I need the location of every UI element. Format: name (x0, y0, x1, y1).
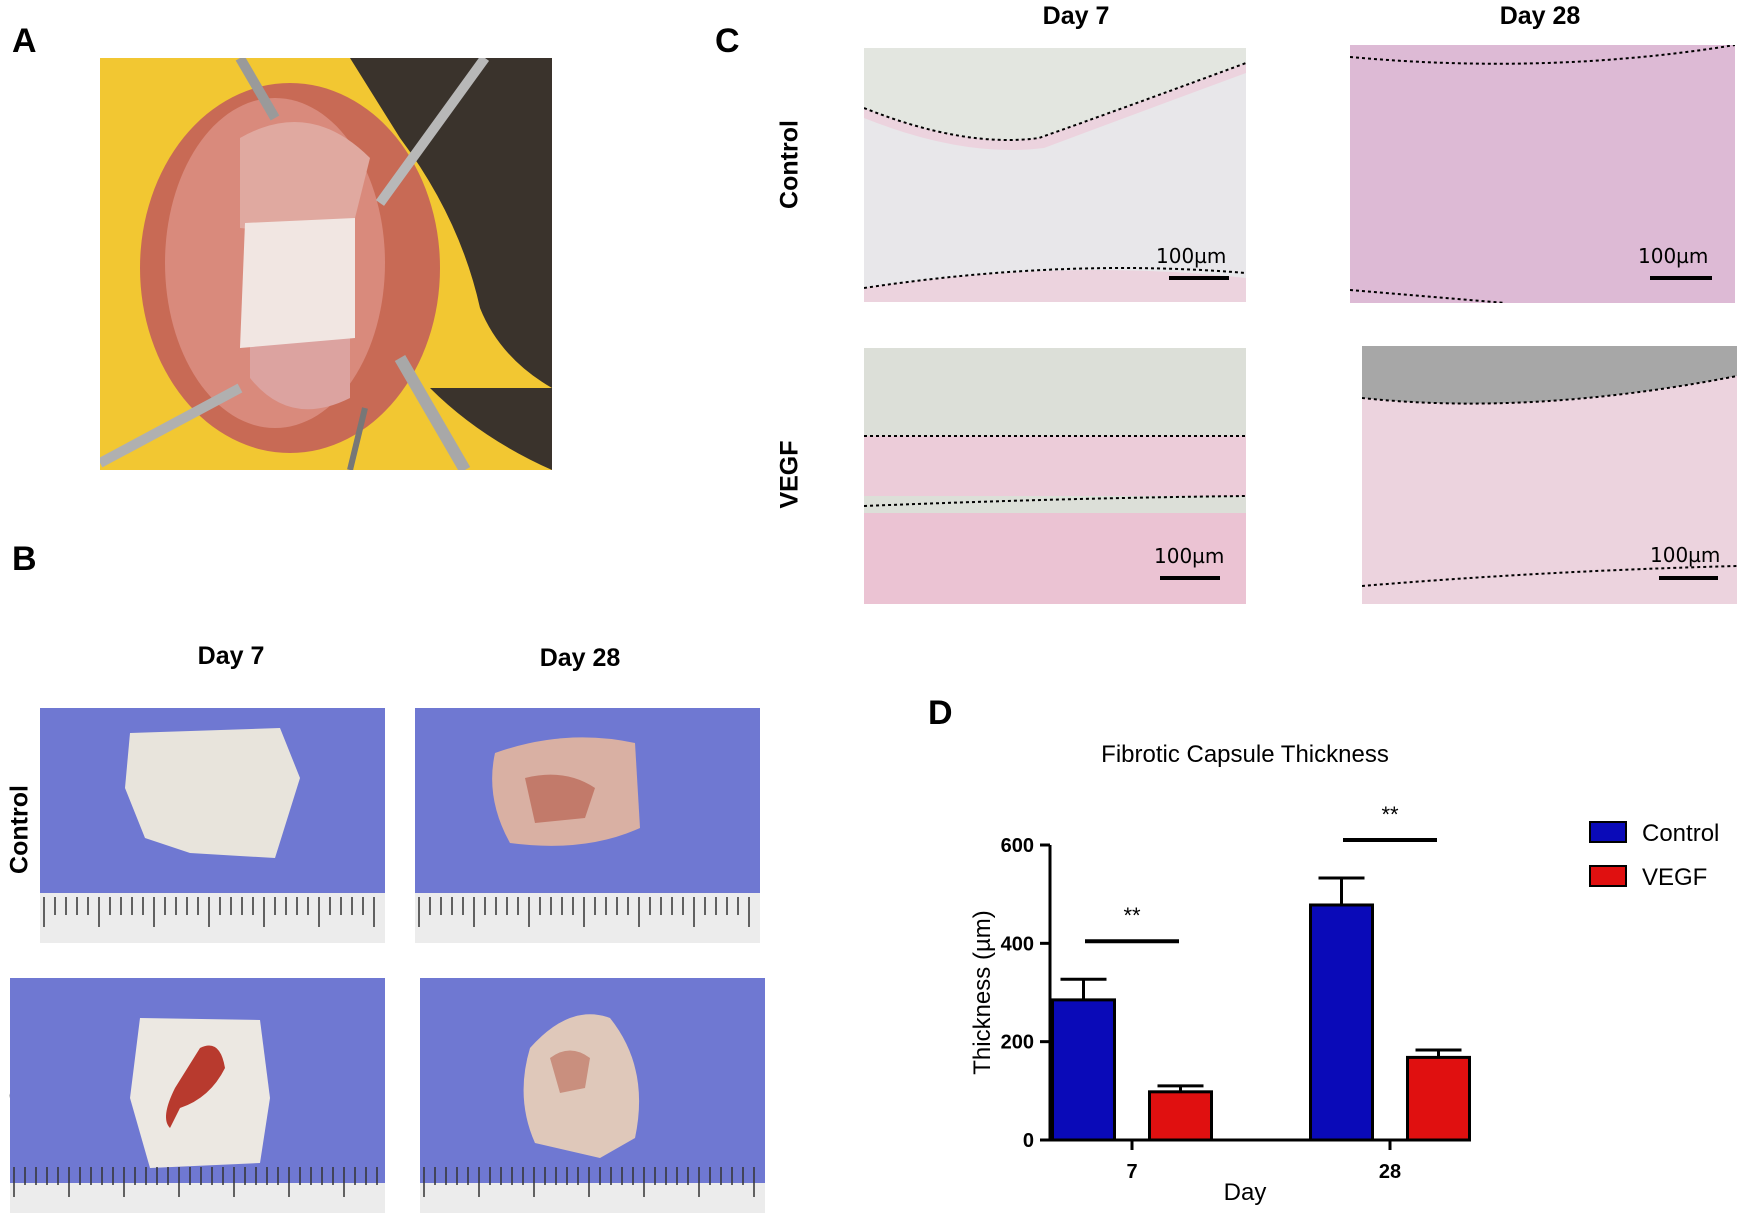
chart-title: Fibrotic Capsule Thickness (1101, 741, 1389, 768)
surgical-photo (100, 58, 552, 470)
histology-control-day28: 100µm (1350, 45, 1735, 303)
significance-marker: ** (1381, 802, 1399, 827)
panel-label-d: D (928, 694, 953, 732)
panel-c-row-control: Control (775, 120, 804, 209)
bar-vegf-day28 (1406, 1055, 1471, 1142)
y-tick-label: 400 (1001, 933, 1034, 955)
panel-label-a: A (12, 22, 37, 60)
panel-b-col-day7: Day 7 (197, 642, 265, 670)
panel-label-c: C (715, 22, 740, 60)
specimen-control-day7 (40, 708, 385, 943)
y-tick-label: 0 (1023, 1130, 1034, 1152)
panel-c-col-day28: Day 28 (1499, 2, 1581, 30)
bar-vegf-day7 (1148, 1090, 1213, 1142)
specimen-control-day28 (415, 708, 760, 943)
thickness-bar-chart: Fibrotic Capsule Thickness 0 200 400 600 Thic… (969, 741, 1719, 1206)
y-tick-label: 200 (1001, 1032, 1034, 1054)
histology-control-day7: 100µm (864, 48, 1246, 302)
panel-c-row-vegf: VEGF (775, 440, 804, 509)
histology-vegf-day7: 100µm (864, 348, 1246, 604)
panel-c-col-day7: Day 7 (1042, 2, 1110, 30)
y-axis-title: Thickness (µm) (969, 910, 996, 1075)
x-tick-label: 7 (1126, 1161, 1137, 1183)
legend-swatch-control (1589, 821, 1627, 843)
legend-label-control: Control (1642, 820, 1719, 847)
scale-bar-label: 100µm (1156, 244, 1226, 268)
specimen-vegf-day28 (420, 978, 765, 1213)
scale-bar-label: 100µm (1638, 244, 1708, 268)
legend-swatch-vegf (1589, 865, 1627, 887)
x-tick-label: 28 (1379, 1161, 1401, 1183)
bar-control-day28 (1309, 903, 1374, 1142)
specimen-vegf-day7 (10, 978, 385, 1213)
significance-marker: ** (1123, 903, 1141, 928)
histology-vegf-day28: 100µm (1362, 346, 1737, 604)
bar-control-day7 (1051, 998, 1116, 1142)
legend-label-vegf: VEGF (1642, 864, 1707, 891)
scale-bar-label: 100µm (1650, 543, 1720, 567)
y-tick-label: 600 (1001, 835, 1034, 857)
panel-b-row-control: Control (5, 785, 34, 874)
scale-bar-label: 100µm (1154, 544, 1224, 568)
x-axis-title: Day (1224, 1179, 1267, 1206)
panel-b-col-day28: Day 28 (539, 644, 621, 672)
panel-label-b: B (12, 540, 37, 578)
